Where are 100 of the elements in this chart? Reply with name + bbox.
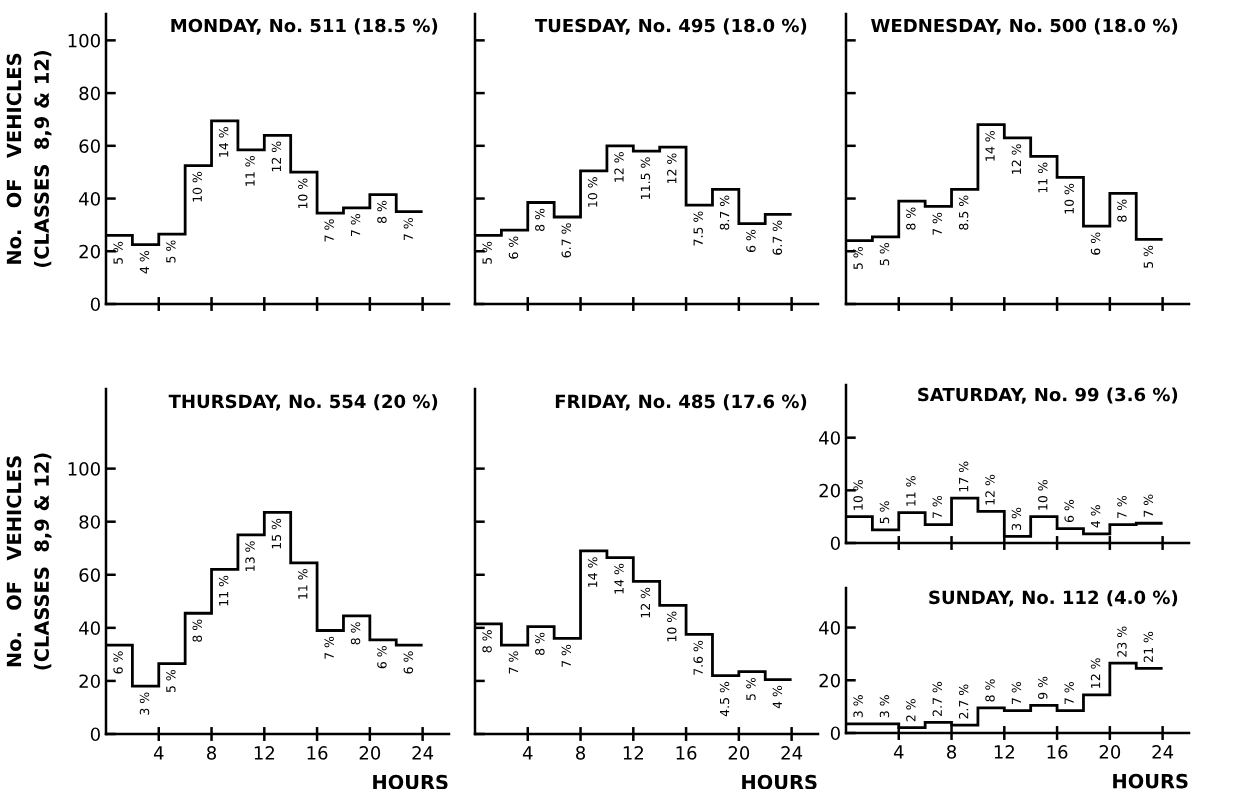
x-tick-label: 20	[728, 746, 750, 760]
annotation: 10 %	[587, 177, 598, 207]
annotation: 6 %	[746, 229, 756, 253]
y-tick-label: 0	[90, 727, 100, 742]
annotation: 10 %	[192, 171, 202, 202]
y-tick-label: 40	[79, 192, 100, 206]
annotation: 11 %	[1038, 162, 1048, 193]
x-tick-label: 4	[893, 745, 904, 759]
annotation: 8 %	[535, 632, 545, 656]
x-tick-label: 20	[1099, 745, 1121, 759]
annotation: 17 %	[958, 461, 969, 492]
y-tick-label: 20	[79, 674, 100, 689]
x-axis-title: HOURS	[1113, 773, 1188, 789]
annotation: 12 %	[985, 474, 995, 505]
x-tick-label: 24	[781, 746, 803, 760]
y-tick-label: 20	[819, 483, 840, 498]
x-tick-label: 16	[1047, 745, 1068, 759]
annotation: 6.7 %	[772, 220, 783, 255]
annotation: 11 %	[298, 569, 308, 599]
x-tick-label: 20	[359, 746, 381, 760]
annotation: 7 %	[932, 495, 942, 518]
x-tick-label: 8	[207, 746, 217, 760]
annotation: 8 %	[985, 679, 995, 702]
annotation: 7 %	[1011, 681, 1022, 705]
y-tick-label: 60	[79, 568, 100, 582]
annotation: 2 %	[906, 699, 916, 722]
annotation: 12 %	[1011, 144, 1022, 174]
annotation: 21 %	[1143, 631, 1154, 662]
chart-title: SATURDAY, No. 99 (3.6 %)	[918, 387, 1178, 404]
annotation: 7 %	[350, 214, 361, 237]
chart-title: TUESDAY, No. 495 (18.0 %)	[534, 18, 807, 35]
annotation: 13 %	[245, 541, 255, 571]
chart-title: WEDNESDAY, No. 500 (18.0 %)	[871, 18, 1178, 35]
annotation: 14 %	[218, 127, 229, 157]
annotation: 7.5 %	[693, 211, 703, 246]
y-tick-label: 100	[68, 462, 100, 476]
annotation: 11.5 %	[640, 157, 651, 199]
y-tick-label: 100	[68, 33, 100, 48]
annotation: 10 %	[853, 480, 863, 510]
annotation: 8 %	[1117, 199, 1127, 222]
x-tick-label: 16	[307, 746, 328, 760]
annotation: 3 %	[139, 692, 150, 715]
annotation: 5 %	[166, 669, 176, 693]
x-tick-label: 16	[676, 746, 697, 760]
annotation: 11 %	[245, 156, 255, 186]
y-tick-label: 40	[79, 621, 100, 635]
annotation: 8 %	[192, 619, 202, 642]
annotation: 3 %	[1011, 507, 1022, 530]
annotation: 10 %	[667, 611, 677, 642]
x-tick-label: 12	[623, 746, 643, 760]
x-tick-label: 24	[1152, 745, 1174, 759]
x-axis-title: HOURS	[742, 774, 817, 789]
annotation: 3 %	[879, 695, 890, 718]
x-tick-label: 12	[254, 746, 274, 760]
annotation: 8 %	[482, 630, 492, 653]
x-tick-label: 8	[576, 746, 586, 760]
x-tick-label: 24	[412, 746, 434, 760]
x-tick-label: 12	[994, 745, 1014, 759]
annotation: 7 %	[561, 644, 571, 667]
x-tick-label: 8	[947, 745, 957, 759]
annotation: 4 %	[139, 250, 150, 274]
chart-title: SUNDAY, No. 112 (4.0 %)	[929, 590, 1178, 607]
annotation: 12 %	[271, 141, 282, 172]
annotation: 6 %	[1064, 499, 1074, 523]
annotation: 4.5 %	[719, 681, 730, 717]
annotation: 5 %	[853, 246, 863, 270]
annotation: 12 %	[667, 153, 677, 184]
annotation: 6 %	[1090, 232, 1101, 255]
x-axis-title: HOURS	[373, 774, 448, 789]
annotation: 14 %	[614, 563, 624, 594]
annotation: 8 %	[377, 200, 387, 224]
y-axis-title: No. OF VEHICLES (CLASSES 8,9 & 12)	[6, 50, 52, 268]
y-tick-label: 80	[79, 515, 100, 529]
annotation: 5 %	[1143, 245, 1154, 268]
annotation: 8 %	[535, 208, 545, 232]
annotation: 5 %	[879, 501, 890, 524]
annotation: 7 %	[1064, 681, 1074, 705]
annotation: 9 %	[1038, 676, 1048, 699]
annotation: 5 %	[746, 677, 756, 701]
x-tick-label: 4	[153, 746, 164, 760]
annotation: 12 %	[614, 152, 624, 182]
annotation: 2.7 %	[932, 681, 942, 716]
y-tick-label: 20	[819, 673, 840, 688]
y-tick-label: 60	[79, 139, 100, 153]
annotation: 6 %	[508, 236, 519, 259]
y-tick-label: 40	[819, 431, 840, 445]
annotation: 3 %	[853, 695, 863, 718]
annotation: 2.7 %	[958, 684, 969, 719]
annotation: 8 %	[906, 207, 916, 230]
x-tick-label: 4	[522, 746, 533, 760]
annotation: 7 %	[324, 636, 334, 659]
annotation: 4 %	[772, 685, 783, 709]
y-tick-label: 0	[830, 536, 840, 551]
y-tick-label: 40	[819, 621, 840, 635]
annotation: 8.7 %	[719, 195, 730, 230]
annotation: 8 %	[350, 622, 361, 645]
annotation: 14 %	[587, 557, 598, 587]
annotation: 5 %	[166, 240, 176, 263]
chart-title: FRIDAY, No. 485 (17.6 %)	[555, 394, 807, 411]
annotation: 15 %	[271, 518, 282, 549]
